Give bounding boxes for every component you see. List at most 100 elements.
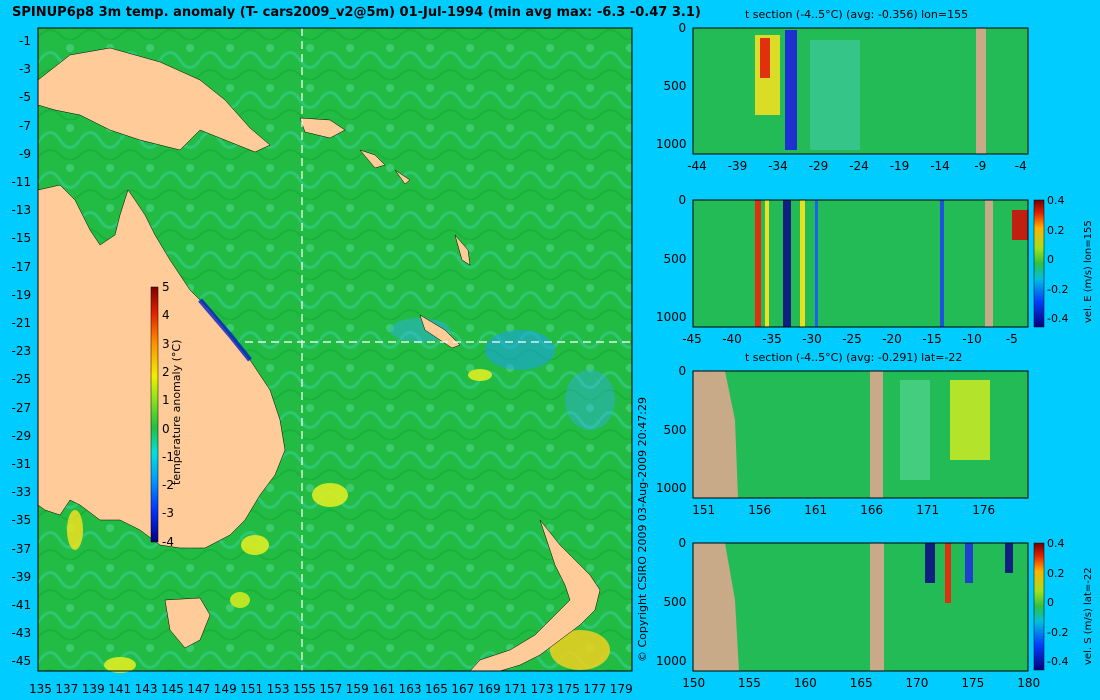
- section-x-tick: 155: [738, 676, 761, 690]
- map-y-tick: -31: [11, 457, 32, 471]
- vel-s-colorbar-label: vel. S (m/s) lat=-22: [1083, 567, 1094, 665]
- vel-colorbar-tick: -0.4: [1047, 655, 1069, 668]
- section-x-tick: 160: [793, 676, 817, 690]
- vel-e-colorbar-label: vel. E (m/s) lon=155: [1083, 220, 1094, 323]
- map-y-tick: -35: [11, 513, 32, 528]
- map-anomaly-patches: [67, 318, 615, 673]
- map-colorbar-tick: -3: [162, 506, 174, 521]
- map-y-tick: -21: [11, 316, 32, 330]
- map-y-tick: -27: [11, 400, 32, 415]
- map-x-tick: 147: [187, 682, 211, 696]
- map-y-tick: -5: [19, 90, 31, 105]
- section-x-tick: -5: [1005, 332, 1018, 346]
- section-x-tick: 176: [972, 503, 996, 517]
- vel-e-colorbar: [1033, 199, 1045, 328]
- map-y-tick: -11: [11, 175, 32, 189]
- map-coastal-cold: [198, 298, 252, 362]
- map-x-tick: 165: [425, 682, 448, 696]
- vel-colorbar-tick: 0: [1047, 596, 1054, 609]
- section-x-tick: -30: [802, 332, 822, 346]
- map-x-tick: 159: [345, 682, 369, 696]
- map-y-tick: -29: [11, 428, 32, 443]
- section-y-tick: 1000: [656, 137, 687, 151]
- land-new-guinea: [37, 47, 271, 153]
- vel-s-colorbar: [1033, 542, 1045, 671]
- map-y-tick: -45: [11, 654, 32, 669]
- section-y-tick: 0: [678, 364, 687, 378]
- section-x-tick: -15: [922, 332, 942, 346]
- map-y-tick: -37: [11, 541, 32, 556]
- map-y-tick: -1: [19, 34, 31, 48]
- map-colorbar-tick: 1: [162, 393, 170, 408]
- section-x-tick: -44: [687, 159, 707, 173]
- vel-colorbar-tick: 0: [1047, 253, 1054, 266]
- section-x-tick: 170: [905, 676, 929, 690]
- land-new-caledonia: [419, 314, 461, 349]
- section-x-tick: -45: [682, 332, 702, 346]
- map-y-tick: -15: [11, 231, 32, 246]
- section-x-tick: -29: [808, 159, 829, 173]
- section-x-tick: 175: [961, 676, 985, 690]
- map-frame: [37, 27, 633, 672]
- section-y-tick: 1000: [656, 481, 687, 495]
- map-x-tick: 143: [134, 682, 158, 696]
- map-y-tick: -33: [11, 485, 32, 500]
- map-x-tick: 179: [609, 682, 633, 696]
- section-x-tick: 161: [804, 503, 828, 517]
- map-x-tick: 149: [213, 682, 237, 696]
- map-x-tick: 169: [477, 682, 501, 696]
- map-x-tick: 151: [240, 682, 264, 696]
- vel-colorbar-tick: 0.2: [1047, 223, 1065, 237]
- map-x-tick: 141: [108, 682, 132, 696]
- map-y-tick: -23: [11, 344, 32, 359]
- section-y-tick: 1000: [656, 310, 687, 324]
- map-colorbar-tick: -2: [162, 478, 174, 493]
- land-new-britain: [299, 117, 346, 139]
- section-x-tick: -4: [1014, 159, 1027, 173]
- map-x-tick: 139: [81, 682, 105, 696]
- map-x-tick: 171: [504, 682, 528, 696]
- section-x-tick: -20: [882, 332, 902, 346]
- map-x-tick: 175: [557, 682, 580, 696]
- section-x-tick: -34: [768, 159, 788, 173]
- map-x-tick: 163: [398, 682, 422, 696]
- section-y-tick: 500: [663, 251, 687, 266]
- section-x-tick: 150: [682, 676, 706, 690]
- map-y-tick: -41: [11, 598, 32, 612]
- section-y-tick: 0: [678, 193, 687, 207]
- vel-colorbar-tick: 0.4: [1047, 194, 1065, 207]
- section-x-tick: 166: [860, 503, 884, 517]
- section-y-tick: 500: [663, 595, 687, 609]
- map-y-tick: -25: [11, 372, 32, 387]
- map-y-tick: -9: [19, 146, 31, 161]
- map-x-tick: 137: [55, 682, 79, 696]
- page-title: SPINUP6p8 3m temp. anomaly (T- cars2009_…: [12, 5, 701, 20]
- section-x-tick: 165: [849, 676, 873, 690]
- map-colorbar-tick: 2: [162, 364, 170, 379]
- map-panel: [37, 27, 633, 673]
- section-x-tick: -14: [930, 159, 950, 173]
- map-colorbar-tick: 3: [162, 336, 170, 351]
- section-y-tick: 1000: [656, 654, 687, 668]
- map-y-tick: -19: [11, 287, 32, 302]
- section-y-tick: 500: [663, 422, 687, 437]
- land-australia: [37, 184, 286, 549]
- section-x-tick: -35: [762, 332, 782, 346]
- section-x-tick: -24: [849, 159, 869, 173]
- vel-colorbar-tick: -0.4: [1047, 312, 1069, 325]
- map-colorbar-tick: 0: [162, 421, 170, 436]
- section-panel-4: [692, 542, 1029, 672]
- section-y-tick: 0: [678, 536, 687, 550]
- section-x-tick: -9: [974, 159, 987, 173]
- section-panel-2: [692, 199, 1029, 328]
- vel-colorbar-tick: -0.2: [1047, 282, 1069, 296]
- map-y-tick: -3: [19, 62, 31, 77]
- section-x-tick: -39: [727, 159, 748, 173]
- map-x-tick: 155: [293, 682, 316, 696]
- section-x-tick: 156: [748, 503, 772, 517]
- land-solomons: [359, 149, 411, 185]
- map-y-tick: -17: [11, 259, 32, 274]
- map-colorbar-tick: -4: [162, 534, 174, 549]
- section-3-title: t section (-4..5°C) (avg: -0.291) lat=-2…: [745, 351, 963, 364]
